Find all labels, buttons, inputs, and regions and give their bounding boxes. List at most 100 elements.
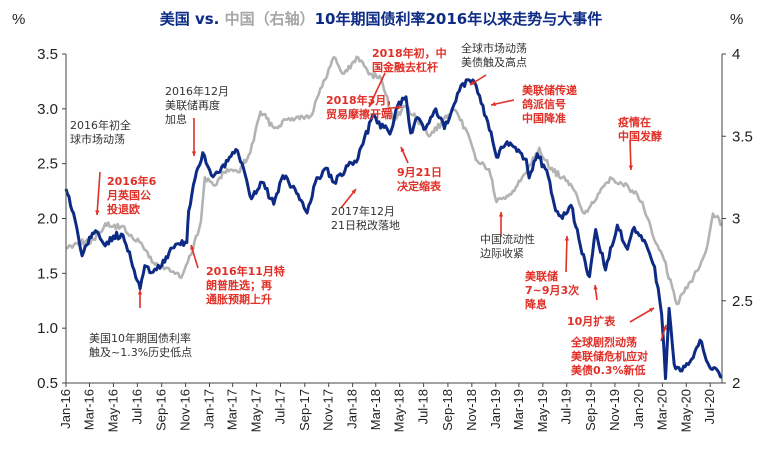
annotation-line: 7~9月3次 <box>525 283 579 297</box>
annotation-line: 国金融去杠杆 <box>372 60 438 74</box>
annotation-arrow-line <box>565 235 568 273</box>
annotation-arrows <box>95 72 667 342</box>
annotation-arrow-head <box>137 290 143 295</box>
annotation-line: 美国10年期国债利率 <box>89 331 191 345</box>
annotation-arrow-line <box>368 72 386 108</box>
annotation-a16: 全球剧烈动荡美联储危机应对美债0.3%新低 <box>570 335 648 377</box>
left-tick-label: 1.5 <box>37 265 58 282</box>
annotation-a8: 2018年3月，贸易摩擦开端 <box>326 93 397 121</box>
annotation-line: 21日税改落地 <box>331 218 400 232</box>
right-axis-ticks: 2 2.5 3 3.5 4 <box>722 46 753 392</box>
annotation-line: 全球剧烈动荡 <box>570 335 637 349</box>
annotation-line: 月英国公 <box>106 188 151 202</box>
annotation-arrow-head <box>649 308 654 313</box>
x-tick-label: Mar-17 <box>225 389 240 430</box>
x-axis-ticks: Jan-16 Mar-16 May-16 Jul-16 Sep-16 Nov-16 Jan-… <box>58 383 717 432</box>
annotation-arrow-head <box>593 285 598 290</box>
x-tick-label: May-19 <box>535 389 550 432</box>
annotation-line: 触及~1.3%历史低点 <box>89 345 192 359</box>
annotation-line: 通胀预期上升 <box>206 292 272 306</box>
annotation-line: 2016年11月特 <box>206 264 285 278</box>
annotation-line: 中国降准 <box>522 111 566 125</box>
annotation-line: 贸易摩擦开端 <box>326 107 392 121</box>
annotation-line: 美联储传递 <box>522 83 577 97</box>
x-tick-label: Sep-19 <box>583 389 598 431</box>
left-tick-label: 2.0 <box>37 211 58 228</box>
x-tick-label: May-16 <box>105 389 120 432</box>
annotation-arrow-head <box>351 189 356 194</box>
x-tick-label: Nov-19 <box>607 389 622 431</box>
annotation-line: 疫情在 <box>618 115 651 129</box>
annotation-arrow-head <box>491 101 496 107</box>
annotation-a11: 美联储传递鸽派信号中国降准 <box>522 83 577 125</box>
annotation-line: 加息 <box>165 112 187 126</box>
annotation-line: 9月21日 <box>397 166 442 179</box>
annotation-arrow-head <box>397 105 402 110</box>
annotation-a9: 全球市场动荡美债触及高点 <box>461 41 527 69</box>
annotation-arrow-line <box>629 307 655 323</box>
annotation-a15: 10月扩表 <box>567 314 616 328</box>
annotation-line: 边际收紧 <box>480 246 524 260</box>
annotation-line: 朗普胜选；再 <box>206 278 272 292</box>
annotation-line: 球市场动荡 <box>70 132 125 146</box>
right-tick-label: 3 <box>732 211 740 228</box>
x-tick-label: Mar-18 <box>368 389 383 430</box>
annotation-line: 鸽派信号 <box>522 97 566 111</box>
right-tick-label: 3.5 <box>732 128 753 145</box>
annotation-a6: 2017年12月 21日税改落地 <box>331 204 400 232</box>
annotation-line: 全球市场动荡 <box>461 41 527 55</box>
annotation-line: 2018年初，中 <box>372 46 447 60</box>
x-tick-label: Mar-19 <box>511 389 526 430</box>
annotation-line: 降息 <box>525 297 547 311</box>
right-tick-label: 2.5 <box>732 293 753 310</box>
x-tick-label: Jul-17 <box>272 389 287 424</box>
annotation-line: 10月扩表 <box>567 314 616 328</box>
annotation-line: 决定缩表 <box>397 179 442 193</box>
x-tick-label: Sep-17 <box>297 389 312 431</box>
annotation-a12: 中国流动性边际收紧 <box>480 232 535 260</box>
annotation-line: 美联储危机应对 <box>571 349 648 363</box>
left-tick-label: 3.5 <box>37 46 58 63</box>
annotation-line: 美债0.3%新低 <box>571 363 646 377</box>
left-tick-label: 2.5 <box>37 156 58 173</box>
x-tick-label: Jan-16 <box>58 389 73 429</box>
x-tick-label: Jul-19 <box>559 389 574 424</box>
annotation-a14: 疫情在中国发酵 <box>618 115 662 143</box>
annotation-a5: 2016年11月特朗普胜选；再通胀预期上升 <box>206 264 285 306</box>
annotation-arrow-head <box>470 80 475 85</box>
annotation-arrow-head <box>564 236 570 241</box>
annotation-line: 2016年初全 <box>70 118 131 132</box>
title-rest: 10年期国债利率2016年以来走势与大事件 <box>315 10 603 28</box>
annotation-line: 2016年6 <box>107 174 157 188</box>
annotation-arrow-head <box>191 151 197 156</box>
x-tick-label: May-20 <box>678 389 693 432</box>
annotation-line: 投退欧 <box>107 202 140 216</box>
annotation-line: 美债触及高点 <box>461 55 527 69</box>
annotation-arrow-head <box>368 102 373 107</box>
right-axis-unit: % <box>730 11 743 28</box>
annotation-line: 2018年3月， <box>326 93 397 107</box>
annotation-a1: 2016年初全球市场动荡 <box>70 118 131 146</box>
chart-axes <box>65 54 723 384</box>
x-tick-label: Jul-16 <box>129 389 144 424</box>
left-tick-label: 1.0 <box>37 320 58 337</box>
title-cn: 中国（右轴） <box>225 10 315 28</box>
annotation-line: 美联储 <box>525 269 558 283</box>
x-tick-label: May-17 <box>249 389 264 432</box>
annotation-arrow-head <box>662 325 667 330</box>
x-tick-label: Jul-18 <box>416 389 431 424</box>
annotation-a7: 2018年初，中国金融去杠杆 <box>372 46 447 74</box>
x-tick-label: Nov-18 <box>464 389 479 431</box>
x-tick-label: Sep-18 <box>440 389 455 431</box>
title-us: 美国 <box>160 10 190 28</box>
left-tick-label: 3.0 <box>37 101 58 118</box>
annotation-line: 中国流动性 <box>480 232 535 246</box>
x-tick-label: Nov-16 <box>178 389 193 431</box>
x-tick-label: Jan-17 <box>202 389 217 429</box>
left-axis-ticks: 0.5 1.0 1.5 2.0 2.5 3.0 3.5 <box>37 46 66 392</box>
right-tick-label: 4 <box>732 46 740 63</box>
annotations: 2016年初全球市场动荡 2016年6 月英国公投退欧美国10年期国债利率触及~1.… <box>70 41 662 377</box>
annotation-arrow-head <box>190 245 195 250</box>
annotation-line: 美联储再度 <box>165 98 220 112</box>
